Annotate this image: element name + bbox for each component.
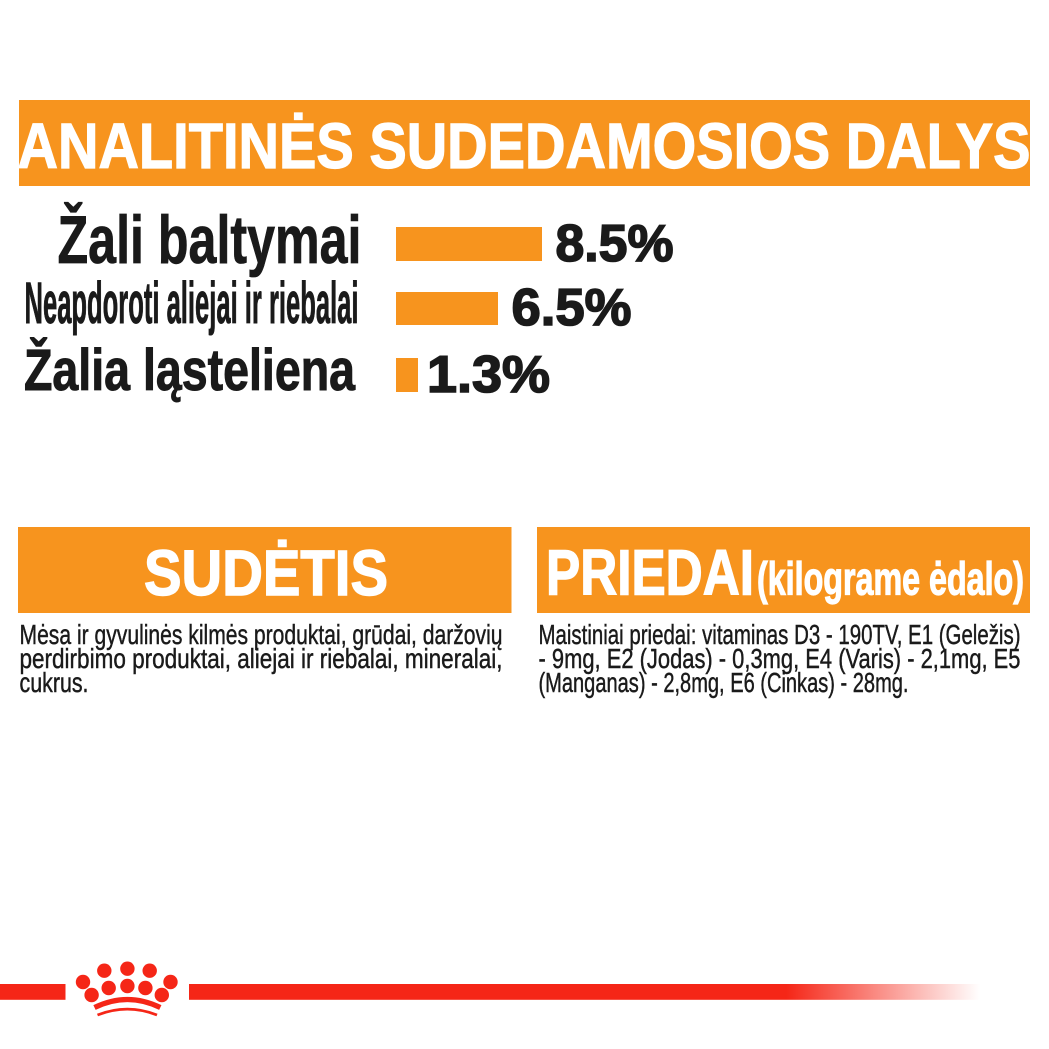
svg-text:(kilograme ėdalo): (kilograme ėdalo) (757, 553, 1024, 605)
svg-text:SUDĖTIS: SUDĖTIS (144, 537, 388, 609)
svg-text:8.5%: 8.5% (556, 215, 674, 273)
svg-text:ANALITINĖS SUDEDAMOSIOS DALYS: ANALITINĖS SUDEDAMOSIOS DALYS (18, 110, 1031, 182)
svg-text:Mėsa ir gyvulinės kilmės produ: Mėsa ir gyvulinės kilmės produktai, grūd… (20, 619, 503, 650)
svg-text:Maistiniai priedai: vitaminas: Maistiniai priedai: vitaminas D3 - 190TV… (539, 619, 1021, 650)
svg-text:perdirbimo produktai, aliejai: perdirbimo produktai, aliejai ir riebala… (20, 643, 503, 674)
svg-text:PRIEDAI: PRIEDAI (546, 537, 754, 609)
svg-text:cukrus.: cukrus. (20, 667, 89, 698)
svg-text:Žalia ląsteliena: Žalia ląsteliena (24, 338, 356, 403)
svg-text:Neapdoroti aliejai ir riebalai: Neapdoroti aliejai ir riebalai (25, 271, 359, 336)
svg-text:(Manganas) - 2,8mg, E6 (Cinkas: (Manganas) - 2,8mg, E6 (Cinkas) - 28mg. (539, 667, 909, 698)
svg-text:1.3%: 1.3% (427, 346, 550, 404)
svg-text:- 9mg, E2 (Jodas) - 0,3mg, E4: - 9mg, E2 (Jodas) - 0,3mg, E4 (Varis) - … (539, 643, 1021, 674)
svg-text:Žali baltymai: Žali baltymai (58, 201, 362, 278)
svg-text:6.5%: 6.5% (512, 279, 632, 337)
